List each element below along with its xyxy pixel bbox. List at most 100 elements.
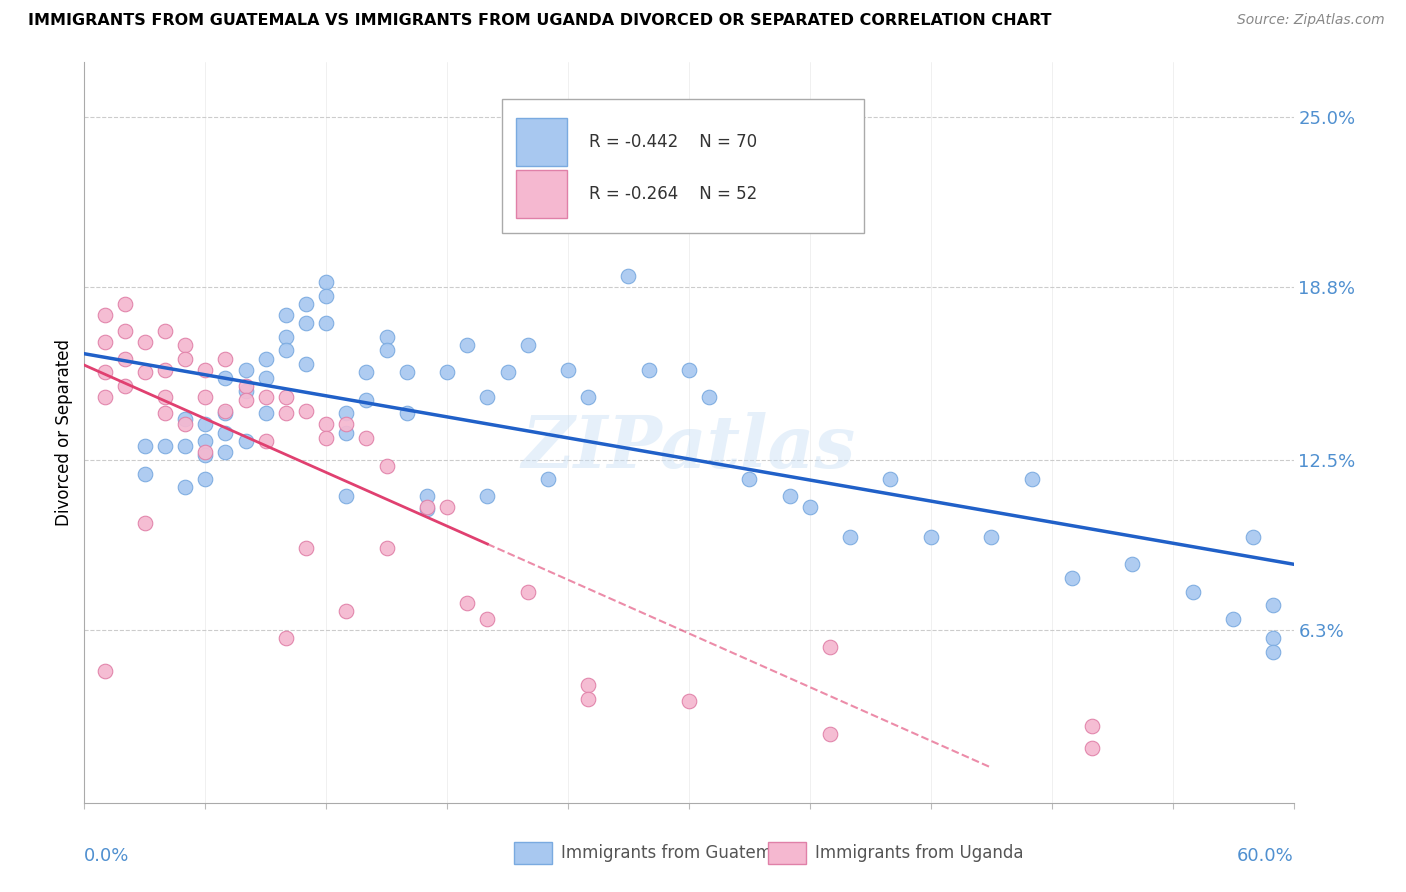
- Point: [375, 541, 398, 555]
- FancyBboxPatch shape: [516, 118, 567, 166]
- Point: [214, 403, 236, 417]
- Point: [214, 406, 236, 420]
- Point: [174, 417, 197, 432]
- Point: [1222, 612, 1244, 626]
- Point: [174, 351, 197, 366]
- Point: [516, 338, 538, 352]
- Point: [375, 329, 398, 343]
- Point: [335, 425, 357, 440]
- Point: [93, 664, 115, 678]
- Point: [174, 338, 197, 352]
- Point: [1241, 530, 1264, 544]
- Point: [617, 269, 640, 284]
- Point: [1081, 719, 1104, 733]
- Point: [194, 445, 217, 459]
- Point: [697, 390, 720, 404]
- Point: [335, 604, 357, 618]
- Point: [375, 458, 398, 473]
- Point: [1181, 584, 1204, 599]
- Point: [254, 351, 277, 366]
- Point: [1021, 472, 1043, 486]
- Text: R = -0.264    N = 52: R = -0.264 N = 52: [589, 185, 756, 202]
- Point: [576, 678, 599, 692]
- Point: [214, 425, 236, 440]
- Point: [235, 434, 257, 448]
- Point: [93, 365, 115, 379]
- Point: [114, 351, 136, 366]
- Point: [174, 480, 197, 494]
- Point: [93, 390, 115, 404]
- Point: [1081, 741, 1104, 756]
- Point: [174, 439, 197, 453]
- Point: [477, 489, 499, 503]
- Point: [235, 392, 257, 407]
- FancyBboxPatch shape: [768, 842, 806, 864]
- Point: [839, 530, 862, 544]
- Text: Immigrants from Guatemala: Immigrants from Guatemala: [561, 844, 797, 863]
- Point: [194, 448, 217, 462]
- Point: [477, 390, 499, 404]
- Point: [194, 362, 217, 376]
- Point: [214, 351, 236, 366]
- Text: 0.0%: 0.0%: [84, 847, 129, 865]
- Point: [194, 417, 217, 432]
- Point: [274, 406, 297, 420]
- Point: [335, 417, 357, 432]
- Point: [1263, 632, 1285, 646]
- Point: [134, 365, 156, 379]
- Point: [537, 472, 560, 486]
- Point: [134, 335, 156, 350]
- Point: [315, 275, 337, 289]
- Point: [678, 362, 700, 376]
- Point: [194, 390, 217, 404]
- Point: [879, 472, 901, 486]
- Point: [477, 612, 499, 626]
- Point: [153, 390, 176, 404]
- Text: Immigrants from Uganda: Immigrants from Uganda: [814, 844, 1024, 863]
- Point: [557, 362, 579, 376]
- Point: [576, 691, 599, 706]
- Point: [1263, 599, 1285, 613]
- Point: [134, 516, 156, 530]
- Point: [274, 308, 297, 322]
- Point: [456, 338, 478, 352]
- Point: [93, 335, 115, 350]
- Point: [295, 357, 318, 371]
- Point: [1060, 571, 1083, 585]
- Point: [114, 297, 136, 311]
- Point: [496, 365, 519, 379]
- Point: [395, 406, 418, 420]
- Point: [416, 500, 439, 514]
- Point: [153, 439, 176, 453]
- Point: [315, 431, 337, 445]
- Point: [576, 390, 599, 404]
- Point: [194, 434, 217, 448]
- Point: [295, 297, 318, 311]
- Point: [214, 445, 236, 459]
- Point: [818, 727, 841, 741]
- Y-axis label: Divorced or Separated: Divorced or Separated: [55, 339, 73, 526]
- Point: [335, 489, 357, 503]
- Point: [335, 406, 357, 420]
- Point: [153, 406, 176, 420]
- Point: [194, 472, 217, 486]
- Point: [295, 403, 318, 417]
- Text: IMMIGRANTS FROM GUATEMALA VS IMMIGRANTS FROM UGANDA DIVORCED OR SEPARATED CORREL: IMMIGRANTS FROM GUATEMALA VS IMMIGRANTS …: [28, 13, 1052, 29]
- Point: [315, 288, 337, 302]
- Point: [356, 392, 378, 407]
- Point: [395, 365, 418, 379]
- Point: [114, 379, 136, 393]
- Point: [980, 530, 1002, 544]
- Point: [274, 343, 297, 358]
- Point: [235, 379, 257, 393]
- Point: [114, 324, 136, 338]
- Point: [214, 371, 236, 385]
- Point: [174, 412, 197, 426]
- Text: R = -0.442    N = 70: R = -0.442 N = 70: [589, 133, 756, 151]
- Point: [254, 434, 277, 448]
- Point: [274, 390, 297, 404]
- Point: [1121, 558, 1143, 572]
- Point: [818, 640, 841, 654]
- FancyBboxPatch shape: [502, 99, 865, 233]
- Point: [356, 365, 378, 379]
